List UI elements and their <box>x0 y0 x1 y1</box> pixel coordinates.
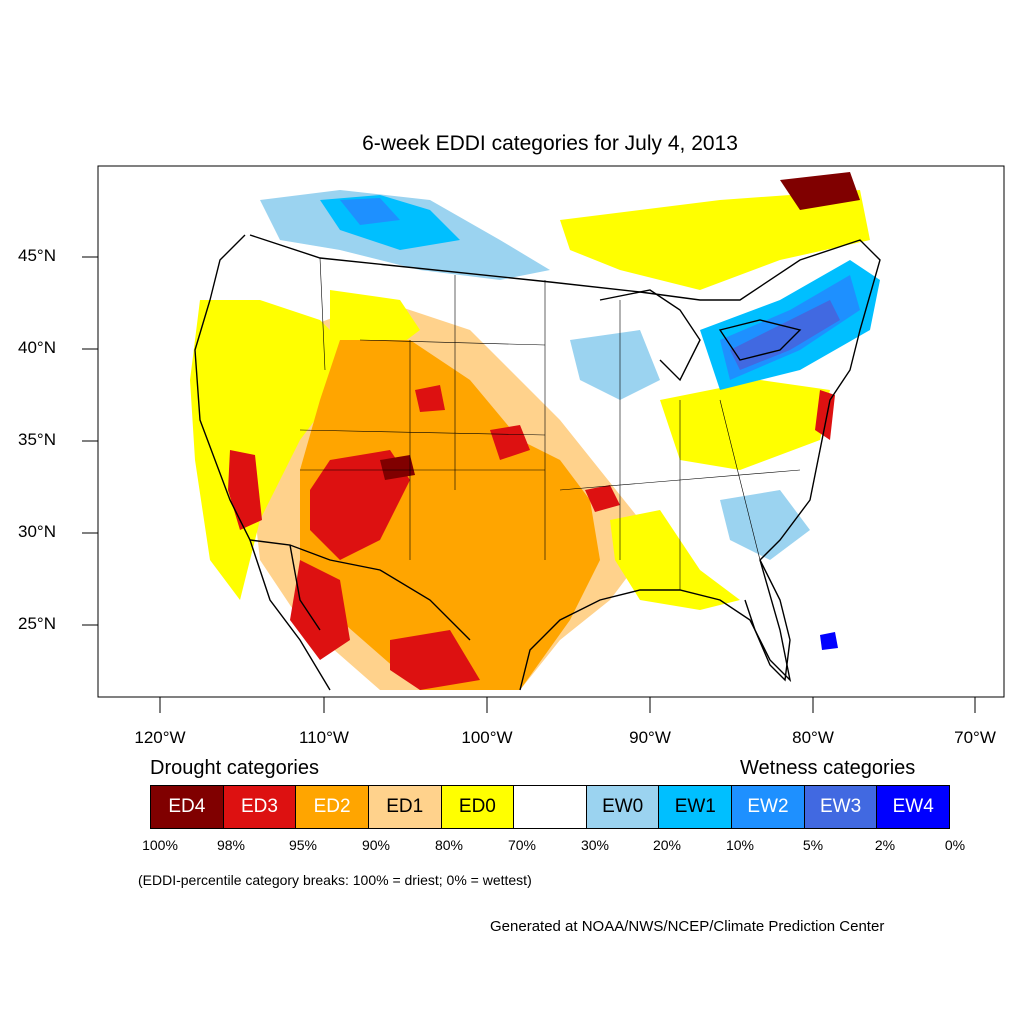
lat-label-35: 35°N <box>18 430 56 449</box>
break-label: 80% <box>434 837 464 853</box>
legend-cell-ew3: EW3 <box>804 786 878 828</box>
lon-label-90: 90°W <box>629 728 671 747</box>
ed3-az <box>290 560 350 660</box>
ed0-gulf <box>610 510 740 610</box>
legend-cell-ew4: EW4 <box>877 786 950 828</box>
florida <box>744 559 791 682</box>
legend-cell-ed3: ED3 <box>223 786 297 828</box>
category-shading <box>190 172 880 690</box>
ew4-bahamas <box>820 632 838 650</box>
break-label: 98% <box>216 837 246 853</box>
ew2-north <box>340 198 400 225</box>
state-borders <box>299 257 801 590</box>
wetness-heading: Wetness categories <box>740 757 916 779</box>
legend-cell-ew0: EW0 <box>586 786 660 828</box>
ed0-west <box>190 300 360 600</box>
ed0-north <box>560 190 870 290</box>
lat-label-45: 45°N <box>18 246 56 265</box>
break-label: 10% <box>725 837 755 853</box>
legend-cell-ew1: EW1 <box>659 786 733 828</box>
great-lakes <box>599 289 802 382</box>
ew0-midwest <box>570 330 660 400</box>
break-label: 100% <box>142 837 178 853</box>
lat-label-40: 40°N <box>18 338 56 357</box>
mexico-coast <box>249 539 331 691</box>
map-title: 6-week EDDI categories for July 4, 2013 <box>362 132 738 155</box>
legend-cell-ed1: ED1 <box>368 786 442 828</box>
break-label: 0% <box>944 837 966 853</box>
lon-label-120: 120°W <box>134 728 186 747</box>
ed4-co <box>380 455 415 480</box>
lat-label-30: 30°N <box>18 522 56 541</box>
lon-label-70: 70°W <box>954 728 996 747</box>
ed4-ontario <box>780 172 860 210</box>
ed2-region <box>300 340 600 690</box>
legend-color-bar: ED4 ED3 ED2 ED1 ED0 EW0 EW1 EW2 EW3 EW4 <box>150 785 950 829</box>
us-outline <box>194 234 881 691</box>
ew0-southeast <box>720 490 810 560</box>
ed3-ar <box>585 485 620 512</box>
lat-label-25: 25°N <box>18 614 56 633</box>
break-label: 95% <box>288 837 318 853</box>
legend-cell-ed0: ED0 <box>441 786 515 828</box>
category-note: (EDDI-percentile category breaks: 100% =… <box>138 872 532 888</box>
ed3-wy <box>415 385 445 412</box>
lon-label-80: 80°W <box>792 728 834 747</box>
break-label: 90% <box>361 837 391 853</box>
break-label: 5% <box>802 837 824 853</box>
legend-cell-neutral <box>514 786 587 828</box>
plot-frame <box>97 165 1005 698</box>
ed3-mex <box>390 630 480 690</box>
break-label: 2% <box>874 837 896 853</box>
tick-marks <box>82 256 976 713</box>
ed3-ca <box>228 450 262 530</box>
break-label: 30% <box>580 837 610 853</box>
lon-label-110: 110°W <box>299 728 349 747</box>
ew3-ohio <box>730 300 840 370</box>
outlines <box>194 234 881 691</box>
credit-line: Generated at NOAA/NWS/NCEP/Climate Predi… <box>490 918 885 935</box>
legend-cell-ed4: ED4 <box>151 786 224 828</box>
break-label: 70% <box>507 837 537 853</box>
ed3-ks <box>490 425 530 460</box>
drought-heading: Drought categories <box>150 757 319 779</box>
break-label: 20% <box>652 837 682 853</box>
lon-label-100: 100°W <box>461 728 513 747</box>
legend-cell-ew2: EW2 <box>732 786 805 828</box>
legend-cell-ed2: ED2 <box>296 786 369 828</box>
ed0-midwest <box>660 380 830 470</box>
